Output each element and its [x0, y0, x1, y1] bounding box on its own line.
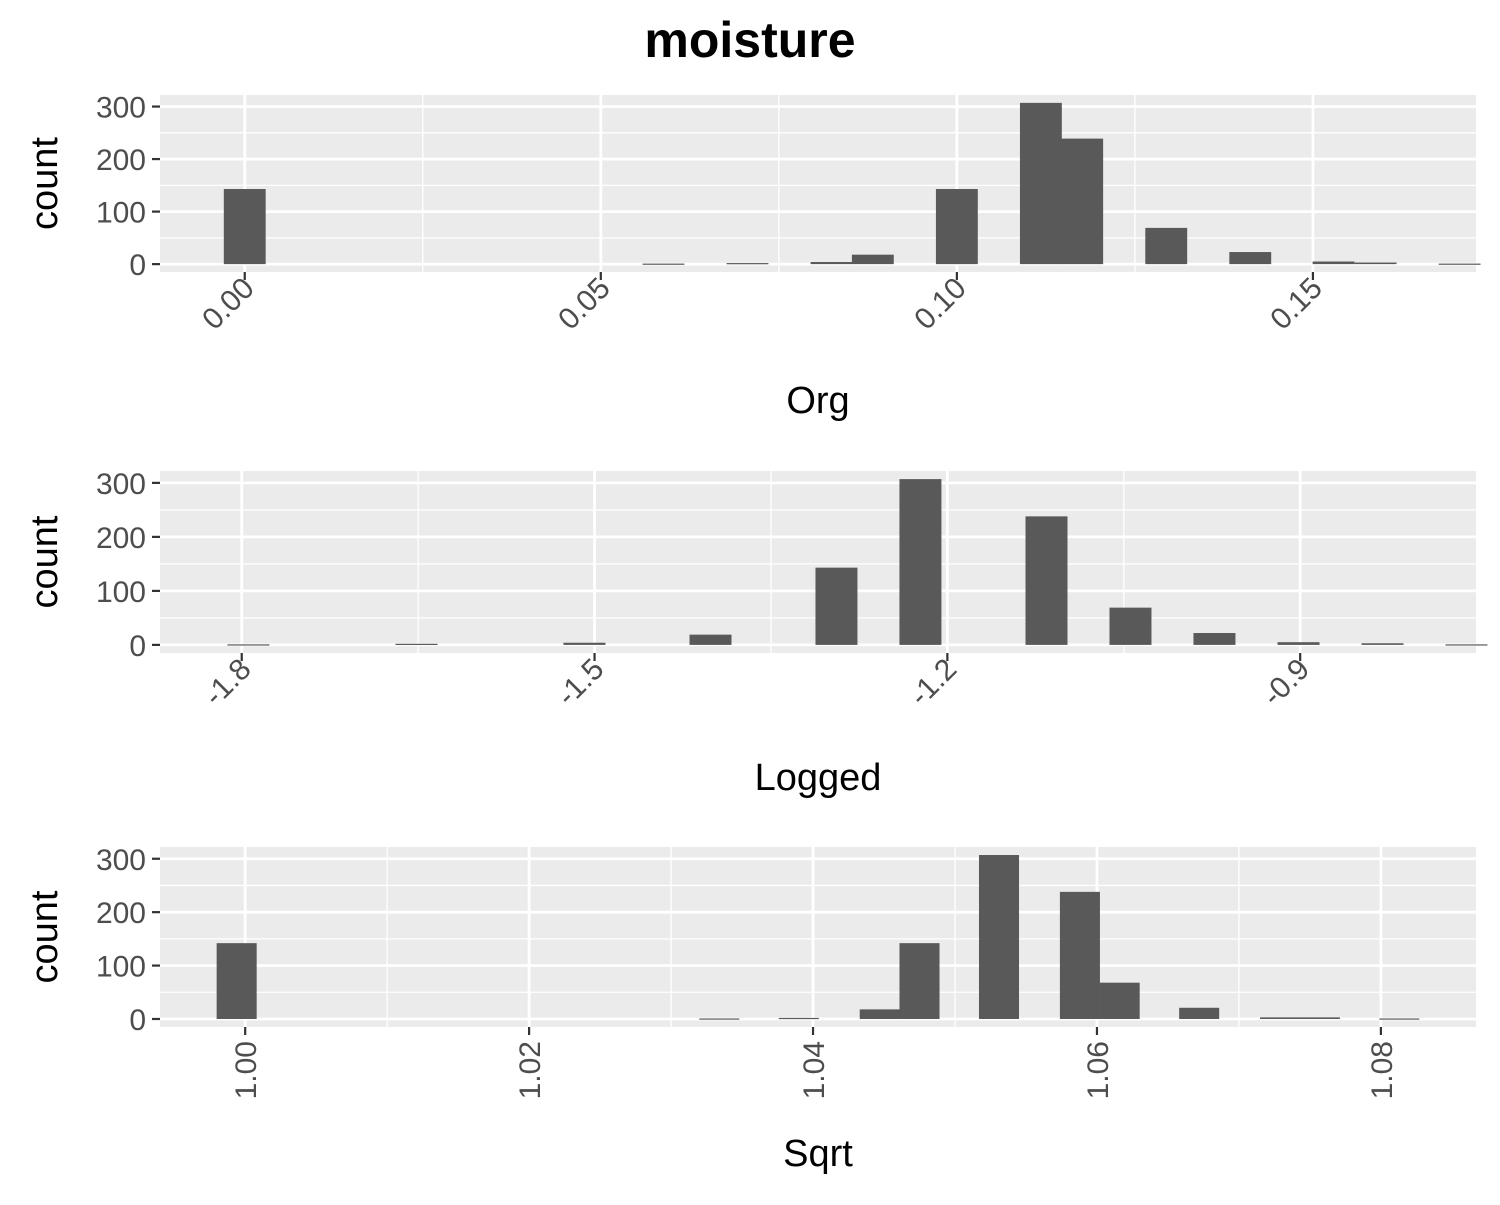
y-axis-title: count: [24, 137, 66, 230]
histogram-bar: [859, 1009, 900, 1019]
histogram-bar: [726, 263, 769, 265]
histogram-bar: [1059, 891, 1100, 1019]
panel-background: [160, 847, 1476, 1027]
y-tick-label: 0: [129, 630, 146, 663]
histogram-bar: [689, 634, 732, 645]
x-tick-label: 1.06: [1082, 1041, 1115, 1099]
y-tick-label: 100: [96, 951, 146, 984]
y-axis-title: count: [24, 890, 66, 983]
x-tick-label: -1.8: [198, 653, 258, 713]
x-axis-title: Logged: [755, 757, 882, 799]
y-tick-label: 200: [96, 897, 146, 930]
histogram-bar: [1312, 261, 1355, 265]
x-tick-label: -1.2: [903, 653, 963, 713]
histogram-bar: [1229, 252, 1272, 265]
histogram-bar: [395, 643, 438, 646]
histogram-bar: [1061, 138, 1104, 265]
histogram-panel-1: 0 100 200 300 0.00 0.05 0.10 0.15 count Org: [24, 92, 1481, 422]
x-tick-label: 1.08: [1366, 1041, 1399, 1099]
histogram-bar: [1354, 262, 1397, 265]
x-tick-label: 0.05: [552, 272, 617, 337]
y-tick-label: 200: [96, 522, 146, 555]
y-tick-label: 100: [96, 197, 146, 230]
histogram-bar: [1179, 1007, 1220, 1019]
x-tick-label: 0.15: [1264, 272, 1329, 337]
histogram-bar: [1025, 516, 1068, 645]
histogram-panel-2: 0 100 200 300 -1.8 -1.5 -1.2 -0.9 count Logged: [24, 468, 1488, 799]
histogram-bar: [227, 644, 270, 646]
histogram-bar: [978, 855, 1020, 1019]
x-tick-label: -0.9: [1256, 653, 1316, 713]
histogram-bar: [1361, 643, 1404, 645]
x-tick-label: 0.10: [908, 272, 973, 337]
chart-title: moisture: [644, 12, 855, 68]
histogram-panel-3: 0 100 200 300 1.00 1.02 1.04 1.06 1.08 count Sqrt: [24, 844, 1476, 1175]
histogram-bar: [899, 943, 940, 1019]
histogram-bar: [1445, 644, 1488, 646]
histogram-bar: [1438, 263, 1481, 265]
y-tick-label: 100: [96, 576, 146, 609]
histogram-bar: [1277, 642, 1320, 645]
histogram-bar: [778, 1017, 819, 1020]
y-tick-label: 300: [96, 92, 146, 125]
x-tick-label: 1.00: [230, 1041, 263, 1099]
y-tick-label: 300: [96, 468, 146, 501]
histogram-bar: [1299, 1017, 1340, 1019]
histogram-bar: [935, 189, 978, 265]
histogram-bar: [899, 479, 942, 645]
panels-group: 0 100 200 300 0.00 0.05 0.10 0.15 count Org 0 100 20…: [24, 92, 1488, 1175]
histogram-bar: [815, 567, 858, 645]
histogram-bar: [642, 263, 685, 265]
histogram-bar: [563, 642, 606, 645]
y-axis-title: count: [24, 515, 66, 608]
histogram-bar: [216, 943, 257, 1019]
histogram-bar: [1109, 607, 1152, 645]
x-axis-title: Org: [786, 380, 849, 422]
y-tick-label: 0: [129, 1004, 146, 1037]
x-tick-label: -1.5: [551, 653, 611, 713]
histogram-bar: [1379, 1018, 1420, 1020]
x-tick-label: 1.02: [514, 1041, 547, 1099]
x-tick-label: 0.00: [196, 272, 261, 337]
histogram-bar: [1260, 1017, 1301, 1019]
histogram-bar: [223, 189, 266, 265]
y-tick-label: 200: [96, 144, 146, 177]
y-tick-label: 0: [129, 249, 146, 282]
histogram-bar: [1145, 227, 1188, 265]
histogram-bar: [699, 1018, 740, 1020]
y-tick-label: 300: [96, 844, 146, 877]
histogram-bar: [810, 262, 853, 265]
x-axis-title: Sqrt: [783, 1133, 853, 1175]
x-tick-label: 1.04: [798, 1041, 831, 1099]
histogram-bar: [1099, 982, 1140, 1019]
histogram-bar: [1193, 633, 1236, 645]
panel-background: [160, 95, 1476, 272]
histogram-bar: [1019, 102, 1062, 265]
histogram-bar: [851, 254, 894, 265]
